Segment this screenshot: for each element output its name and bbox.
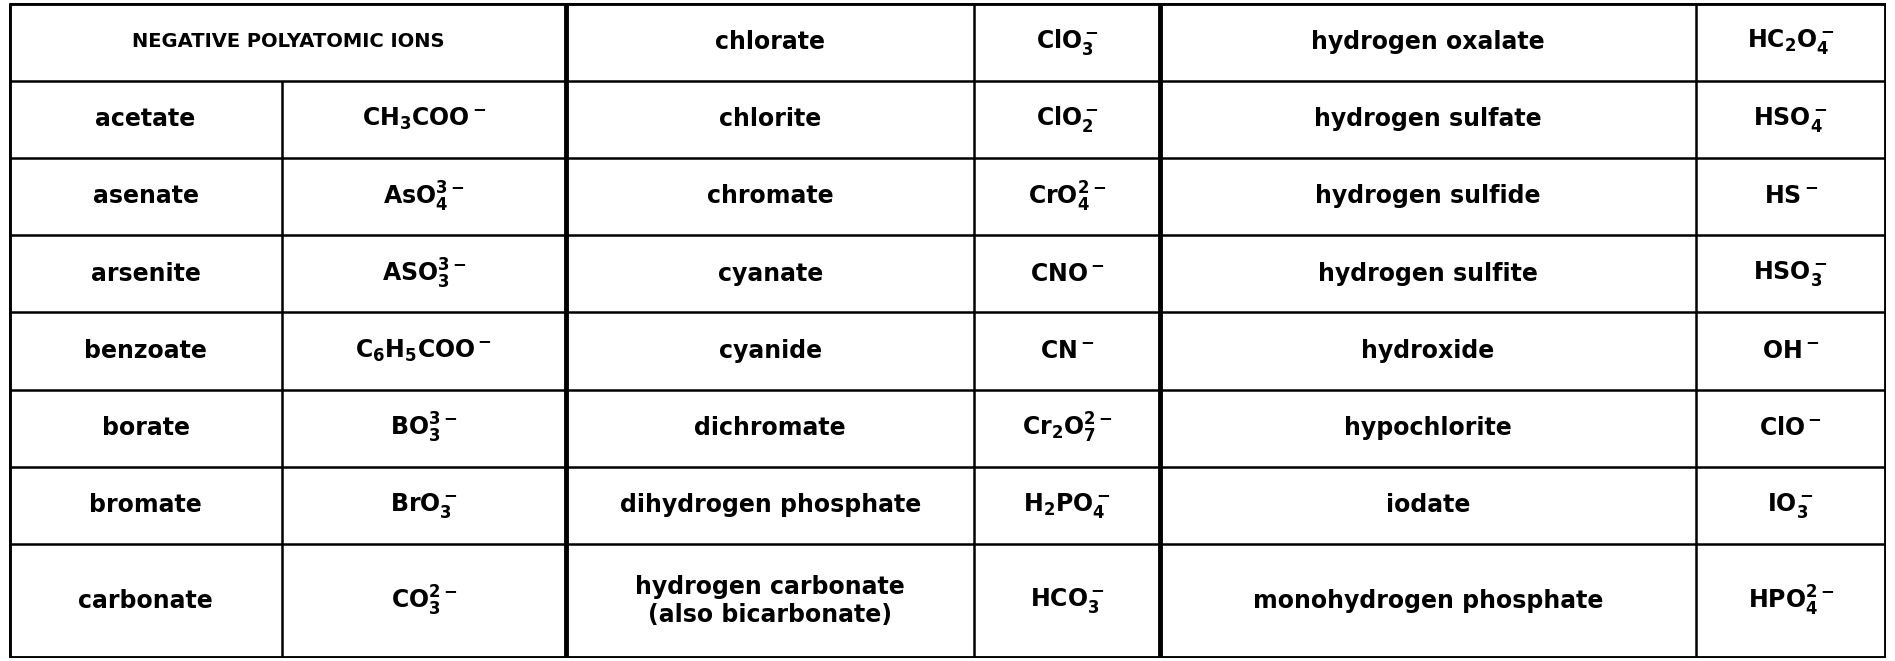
Text: $\mathbf{AsO_4^{3-}}$: $\mathbf{AsO_4^{3-}}$ (383, 179, 464, 214)
Text: NEGATIVE POLYATOMIC IONS: NEGATIVE POLYATOMIC IONS (131, 32, 443, 52)
Text: acetate: acetate (95, 107, 195, 131)
Text: dihydrogen phosphate: dihydrogen phosphate (620, 494, 921, 518)
Text: cyanide: cyanide (718, 339, 822, 363)
Text: hypochlorite: hypochlorite (1344, 416, 1512, 440)
Text: $\mathbf{CrO_4^{2-}}$: $\mathbf{CrO_4^{2-}}$ (1027, 179, 1107, 214)
Text: $\mathbf{HSO_3^-}$: $\mathbf{HSO_3^-}$ (1753, 259, 1829, 288)
Text: bromate: bromate (89, 494, 203, 518)
Text: chlorite: chlorite (718, 107, 821, 131)
Text: $\mathbf{H_2PO_4^-}$: $\mathbf{H_2PO_4^-}$ (1023, 491, 1110, 520)
Text: chlorate: chlorate (714, 30, 824, 54)
Text: hydrogen oxalate: hydrogen oxalate (1311, 30, 1544, 54)
Text: asenate: asenate (93, 184, 199, 208)
Text: $\mathbf{CH_3COO^-}$: $\mathbf{CH_3COO^-}$ (362, 106, 487, 132)
Text: benzoate: benzoate (83, 339, 207, 363)
Text: $\mathbf{ASO_3^{3-}}$: $\mathbf{ASO_3^{3-}}$ (381, 256, 466, 291)
Text: hydrogen sulfate: hydrogen sulfate (1313, 107, 1543, 131)
Text: $\mathbf{HPO_4^{2-}}$: $\mathbf{HPO_4^{2-}}$ (1747, 584, 1834, 618)
Text: $\mathbf{ClO^-}$: $\mathbf{ClO^-}$ (1759, 416, 1823, 440)
Text: monohydrogen phosphate: monohydrogen phosphate (1253, 589, 1603, 613)
Text: $\mathbf{HS^-}$: $\mathbf{HS^-}$ (1764, 184, 1817, 208)
Text: $\mathbf{OH^-}$: $\mathbf{OH^-}$ (1762, 339, 1819, 363)
Text: $\mathbf{ClO_3^-}$: $\mathbf{ClO_3^-}$ (1035, 27, 1099, 57)
Text: $\mathbf{CN^-}$: $\mathbf{CN^-}$ (1040, 339, 1095, 363)
Text: $\mathbf{Cr_2O_7^{2-}}$: $\mathbf{Cr_2O_7^{2-}}$ (1021, 411, 1112, 446)
Text: borate: borate (102, 416, 190, 440)
Text: $\mathbf{HSO_4^-}$: $\mathbf{HSO_4^-}$ (1753, 104, 1829, 134)
Text: hydrogen sulfide: hydrogen sulfide (1315, 184, 1541, 208)
Text: iodate: iodate (1385, 494, 1471, 518)
Text: $\mathbf{BrO_3^-}$: $\mathbf{BrO_3^-}$ (390, 491, 457, 520)
Text: $\mathbf{CO_3^{2-}}$: $\mathbf{CO_3^{2-}}$ (390, 584, 457, 618)
Text: dichromate: dichromate (694, 416, 845, 440)
Text: hydrogen sulfite: hydrogen sulfite (1317, 262, 1537, 286)
Text: $\mathbf{HCO_3^-}$: $\mathbf{HCO_3^-}$ (1029, 586, 1105, 615)
Text: $\mathbf{HC_2O_4^-}$: $\mathbf{HC_2O_4^-}$ (1747, 28, 1834, 56)
Text: $\mathbf{ClO_2^-}$: $\mathbf{ClO_2^-}$ (1035, 104, 1099, 134)
Text: cyanate: cyanate (718, 262, 822, 286)
Text: hydroxide: hydroxide (1361, 339, 1495, 363)
Text: carbonate: carbonate (78, 589, 212, 613)
Text: arsenite: arsenite (91, 262, 201, 286)
Text: $\mathbf{C_6H_5COO^-}$: $\mathbf{C_6H_5COO^-}$ (356, 338, 493, 364)
Text: $\mathbf{BO_3^{3-}}$: $\mathbf{BO_3^{3-}}$ (390, 411, 457, 446)
Text: chromate: chromate (707, 184, 834, 208)
Text: $\mathbf{CNO^-}$: $\mathbf{CNO^-}$ (1029, 262, 1105, 286)
Text: $\mathbf{IO_3^-}$: $\mathbf{IO_3^-}$ (1768, 491, 1814, 520)
Text: hydrogen carbonate
(also bicarbonate): hydrogen carbonate (also bicarbonate) (635, 575, 906, 627)
